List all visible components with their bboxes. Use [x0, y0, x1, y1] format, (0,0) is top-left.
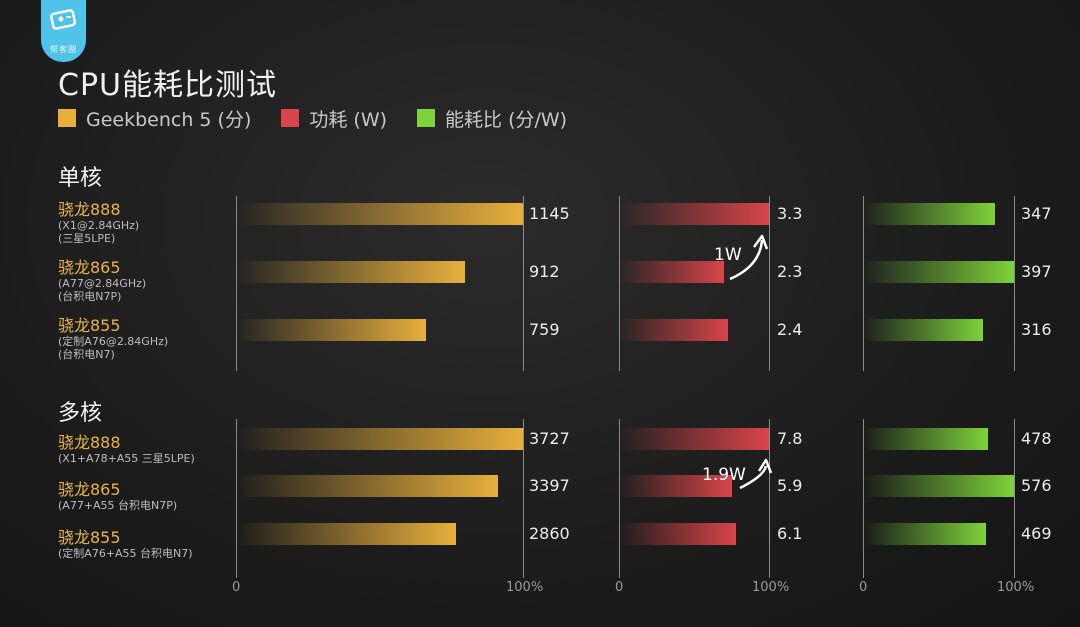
- bar-score: [236, 203, 523, 225]
- axis-line-efficiency: [863, 196, 864, 371]
- value-label-score: 759: [529, 320, 560, 339]
- section-label-multi-core: 多核: [58, 401, 103, 426]
- axis-line-score: [236, 419, 237, 578]
- chip-name: 骁龙865: [58, 480, 121, 499]
- bar-power: [619, 475, 732, 497]
- chip-spec: (定制A76@2.84GHz): [58, 335, 169, 348]
- legend-item-efficiency: 能耗比 (分/W): [417, 105, 567, 132]
- axis-tick-efficiency-zero: 0: [859, 580, 868, 595]
- bar-score: [236, 523, 456, 545]
- chip-spec: (X1+A78+A55 三星5LPE): [58, 452, 195, 465]
- chip-spec: (定制A76+A55 台积电N7): [58, 547, 193, 560]
- brand-logo: 帮客圈: [41, 0, 86, 62]
- legend-label-power: 功耗 (W): [309, 108, 388, 131]
- axis-tick-score-zero: 0: [232, 580, 241, 595]
- page-title: CPU能耗比测试: [58, 68, 277, 103]
- bar-score: [236, 475, 498, 497]
- logo-text: 帮客圈: [50, 45, 77, 54]
- legend-swatch-score: [58, 109, 76, 127]
- value-label-score: 3727: [529, 429, 570, 448]
- legend-label-efficiency: 能耗比 (分/W): [445, 108, 568, 131]
- axis-tick-efficiency-max: 100%: [997, 580, 1035, 595]
- value-label-efficiency: 347: [1021, 204, 1052, 223]
- chip-name: 骁龙888: [58, 200, 121, 219]
- row-label-multi-855: 骁龙855 (定制A76+A55 台积电N7): [58, 528, 233, 561]
- chip-spec: (A77@2.84GHz): [58, 277, 147, 290]
- value-label-score: 912: [529, 262, 560, 281]
- axis-tick-score-max: 100%: [506, 580, 544, 595]
- value-label-efficiency: 397: [1021, 262, 1052, 281]
- annotation-multi-core: 1.9W: [702, 465, 746, 485]
- value-label-efficiency: 576: [1021, 476, 1052, 495]
- bar-efficiency: [863, 319, 983, 341]
- phone-logo-icon: [50, 9, 77, 30]
- legend-label-score: Geekbench 5 (分): [86, 108, 252, 131]
- bar-power: [619, 261, 724, 283]
- bar-power: [619, 319, 728, 341]
- bar-power: [619, 203, 769, 225]
- value-label-power: 2.4: [777, 320, 803, 339]
- value-label-power: 6.1: [777, 524, 803, 543]
- bar-score: [236, 428, 523, 450]
- bar-efficiency: [863, 203, 995, 225]
- legend-item-power: 功耗 (W): [281, 105, 387, 132]
- value-label-power: 5.9: [777, 476, 803, 495]
- value-label-power: 3.3: [777, 204, 803, 223]
- axis-line-efficiency: [863, 419, 864, 578]
- axis-tick-power-zero: 0: [615, 580, 624, 595]
- legend-swatch-efficiency: [417, 109, 436, 127]
- chip-name: 骁龙888: [58, 433, 121, 452]
- row-label-multi-888: 骁龙888 (X1+A78+A55 三星5LPE): [58, 433, 233, 466]
- value-label-score: 1145: [529, 204, 570, 223]
- axis-line-power-max: [769, 419, 770, 578]
- axis-line-power-max: [769, 196, 770, 371]
- chip-process: (台积电N7P): [58, 290, 122, 303]
- bar-efficiency: [863, 475, 1014, 497]
- annotation-single-core: 1W: [714, 245, 742, 265]
- axis-line-efficiency-max: [1014, 196, 1015, 371]
- section-label-single-core: 单核: [58, 166, 103, 191]
- chip-name: 骁龙855: [58, 316, 121, 335]
- axis-line-power: [619, 196, 620, 371]
- bar-score: [236, 261, 465, 283]
- value-label-efficiency: 478: [1021, 429, 1052, 448]
- chip-process: (台积电N7): [58, 348, 115, 361]
- chip-spec: (X1@2.84GHz): [58, 219, 140, 232]
- bar-power: [619, 523, 736, 545]
- value-label-efficiency: 316: [1021, 320, 1052, 339]
- bar-power: [619, 428, 769, 450]
- bar-efficiency: [863, 428, 988, 450]
- row-label-single-888: 骁龙888 (X1@2.84GHz) (三星5LPE): [58, 200, 233, 246]
- axis-line-score-max: [523, 196, 524, 371]
- axis-tick-power-max: 100%: [752, 580, 790, 595]
- chip-name: 骁龙865: [58, 258, 121, 277]
- value-label-efficiency: 469: [1021, 524, 1052, 543]
- value-label-score: 2860: [529, 524, 570, 543]
- row-label-single-855: 骁龙855 (定制A76@2.84GHz) (台积电N7): [58, 316, 233, 362]
- arrowhead-single-core-icon: [752, 234, 769, 250]
- chip-spec: (A77+A55 台积电N7P): [58, 499, 178, 512]
- chip-name: 骁龙855: [58, 528, 121, 547]
- legend-item-score: Geekbench 5 (分): [58, 105, 251, 132]
- chip-process: (三星5LPE): [58, 232, 116, 245]
- legend-swatch-power: [281, 109, 300, 127]
- bar-score: [236, 319, 426, 341]
- value-label-score: 3397: [529, 476, 570, 495]
- axis-line-score: [236, 196, 237, 371]
- axis-line-power: [619, 419, 620, 578]
- value-label-power: 2.3: [777, 262, 803, 281]
- chart-legend: Geekbench 5 (分) 功耗 (W) 能耗比 (分/W): [58, 105, 597, 131]
- value-label-power: 7.8: [777, 429, 803, 448]
- bar-efficiency: [863, 523, 986, 545]
- row-label-single-865: 骁龙865 (A77@2.84GHz) (台积电N7P): [58, 258, 233, 304]
- axis-line-efficiency-max: [1014, 419, 1015, 578]
- bar-efficiency: [863, 261, 1014, 283]
- row-label-multi-865: 骁龙865 (A77+A55 台积电N7P): [58, 480, 233, 513]
- axis-line-score-max: [523, 419, 524, 578]
